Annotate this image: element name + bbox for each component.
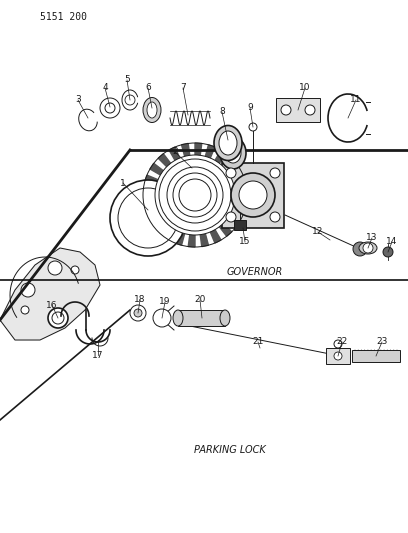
Circle shape: [281, 105, 291, 115]
Polygon shape: [223, 158, 236, 171]
Circle shape: [21, 306, 29, 314]
Text: 17: 17: [92, 351, 104, 359]
Bar: [276, 98, 320, 122]
Circle shape: [125, 95, 135, 105]
Text: 11: 11: [350, 95, 362, 104]
Circle shape: [130, 305, 146, 321]
Polygon shape: [188, 235, 195, 247]
Circle shape: [71, 266, 79, 274]
Polygon shape: [200, 233, 208, 247]
Polygon shape: [169, 147, 180, 160]
Circle shape: [334, 352, 342, 360]
Bar: [234, 220, 246, 230]
Circle shape: [353, 242, 367, 256]
Ellipse shape: [147, 102, 157, 118]
Text: 6: 6: [145, 84, 151, 93]
Text: 14: 14: [386, 238, 398, 246]
Polygon shape: [144, 200, 156, 208]
Circle shape: [231, 173, 275, 217]
Text: GOVERNOR: GOVERNOR: [227, 267, 283, 277]
Polygon shape: [195, 143, 202, 155]
Circle shape: [383, 247, 393, 257]
Ellipse shape: [214, 125, 242, 160]
Polygon shape: [205, 145, 215, 158]
Polygon shape: [220, 223, 232, 236]
Circle shape: [100, 98, 120, 118]
Text: 13: 13: [366, 233, 378, 243]
Text: 10: 10: [299, 84, 311, 93]
Text: 8: 8: [219, 108, 225, 117]
Polygon shape: [158, 154, 171, 167]
Polygon shape: [230, 169, 243, 180]
Circle shape: [134, 309, 142, 317]
Polygon shape: [145, 175, 158, 184]
Text: 5: 5: [124, 76, 130, 85]
Text: 3: 3: [75, 95, 81, 104]
Circle shape: [270, 168, 280, 178]
Polygon shape: [232, 205, 245, 215]
Polygon shape: [182, 143, 190, 156]
Ellipse shape: [220, 137, 246, 169]
Polygon shape: [234, 182, 246, 190]
Polygon shape: [210, 230, 221, 243]
Polygon shape: [147, 211, 160, 221]
Text: 16: 16: [46, 301, 58, 310]
Text: 21: 21: [252, 337, 264, 346]
Polygon shape: [143, 188, 155, 195]
Bar: [178, 310, 225, 326]
Circle shape: [270, 212, 280, 222]
Circle shape: [226, 168, 236, 178]
Circle shape: [155, 155, 235, 235]
Bar: [326, 348, 350, 364]
Text: 22: 22: [336, 337, 348, 346]
Circle shape: [21, 283, 35, 297]
Ellipse shape: [220, 310, 230, 326]
Circle shape: [105, 103, 115, 113]
Text: 9: 9: [247, 103, 253, 112]
Polygon shape: [215, 150, 227, 163]
Text: 23: 23: [376, 337, 388, 346]
Ellipse shape: [359, 242, 377, 254]
Text: 7: 7: [180, 84, 186, 93]
Text: 12: 12: [312, 228, 324, 237]
Ellipse shape: [225, 143, 241, 163]
Polygon shape: [175, 232, 185, 245]
Bar: [222, 163, 284, 228]
Circle shape: [110, 180, 186, 256]
Circle shape: [334, 340, 342, 348]
Polygon shape: [163, 227, 175, 240]
Text: 5151 200: 5151 200: [40, 12, 87, 22]
Text: 1: 1: [120, 179, 126, 188]
Text: 15: 15: [239, 238, 251, 246]
Circle shape: [239, 181, 267, 209]
Text: 4: 4: [102, 84, 108, 93]
Polygon shape: [227, 215, 240, 227]
Circle shape: [48, 261, 62, 275]
Ellipse shape: [219, 131, 237, 155]
Circle shape: [153, 309, 171, 327]
Text: 20: 20: [194, 295, 206, 304]
Circle shape: [118, 188, 178, 248]
Text: 2: 2: [172, 148, 178, 157]
Circle shape: [363, 243, 373, 253]
Polygon shape: [235, 195, 247, 202]
Text: 19: 19: [159, 297, 171, 306]
Circle shape: [249, 123, 257, 131]
Polygon shape: [154, 220, 167, 232]
Circle shape: [226, 212, 236, 222]
Polygon shape: [150, 163, 163, 175]
Bar: [352, 350, 400, 362]
Circle shape: [48, 308, 68, 328]
Circle shape: [305, 105, 315, 115]
Polygon shape: [0, 248, 100, 340]
Ellipse shape: [173, 310, 183, 326]
Text: PARKING LOCK: PARKING LOCK: [194, 445, 266, 455]
Circle shape: [52, 312, 64, 324]
Text: 18: 18: [134, 295, 146, 304]
Ellipse shape: [143, 98, 161, 123]
